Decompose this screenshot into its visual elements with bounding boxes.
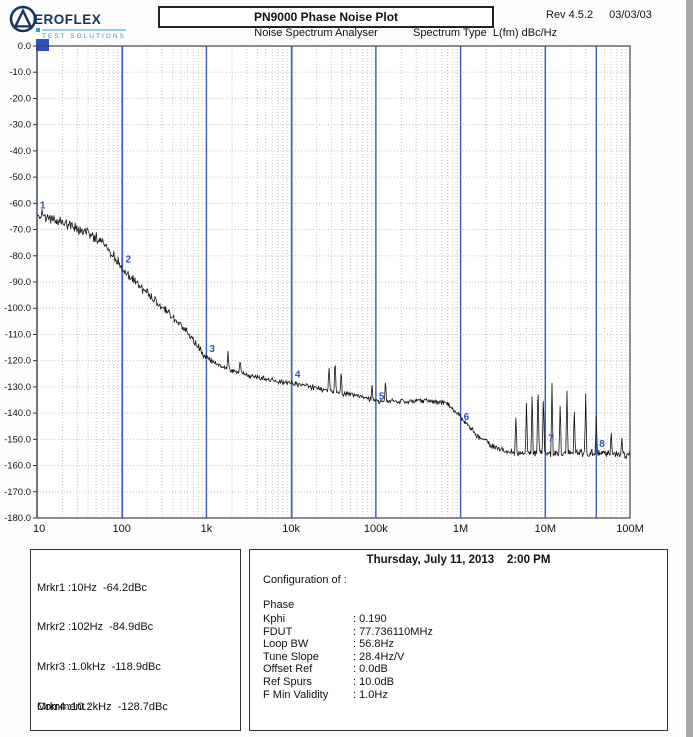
- logo-bullet: [36, 28, 40, 32]
- y-tick-label: -130.0: [4, 382, 31, 393]
- config-row-kphi: Kphi: 0.190: [263, 613, 387, 625]
- revision-date: 03/03/03: [609, 9, 652, 21]
- scan-edge-strip: [686, 0, 693, 737]
- x-tick-label: 1M: [453, 523, 468, 535]
- marker-number-label: 1: [40, 200, 46, 211]
- configuration-device: Phase: [263, 599, 295, 611]
- comment-label: Comment :: [37, 701, 91, 713]
- y-tick-label: -90.0: [9, 277, 31, 288]
- y-tick-label: -50.0: [9, 172, 31, 183]
- marker-number-label: 6: [464, 412, 470, 423]
- x-tick-label: 100: [113, 523, 131, 535]
- marker-ref-badge: [36, 39, 49, 51]
- y-tick-label: -160.0: [4, 461, 31, 472]
- revision-label: Rev 4.5.2: [546, 9, 594, 21]
- y-tick-label: 0.0: [18, 41, 31, 52]
- configuration-heading: Configuration of :: [263, 574, 347, 586]
- y-tick-label: -120.0: [4, 356, 31, 367]
- logo-triangle-inner: [17, 13, 29, 26]
- y-tick-label: -30.0: [9, 120, 31, 131]
- marker-number-label: 5: [379, 392, 385, 403]
- config-row-f-min-validity: F Min Validity: 1.0Hz: [263, 688, 388, 701]
- x-tick-label: 10M: [535, 523, 556, 535]
- marker-number-label: 4: [295, 369, 301, 380]
- logo-tagline: TEST SOLUTIONS: [42, 33, 126, 40]
- y-tick-label: -170.0: [4, 487, 31, 498]
- y-tick-label: -70.0: [9, 225, 31, 236]
- y-tick-label: -140.0: [4, 408, 31, 419]
- x-tick-label: 100M: [616, 523, 644, 535]
- config-row-tune-slope: Tune Slope: 28.4Hz/V: [263, 650, 405, 663]
- aeroflex-logo: EROFLEX TEST SOLUTIONS: [9, 5, 126, 40]
- marker-readout-2: Mrkr2 :102Hz -84.9dBc: [37, 621, 154, 634]
- phase-noise-chart: 0.0 -10.0 -20.0 -30.0 -40.0 -50.0 -60.0 -70.0 -8…: [4, 39, 644, 535]
- y-tick-label: -40.0: [9, 146, 31, 157]
- analyser-subtitle: Noise Spectrum Analyser: [254, 27, 378, 39]
- marker-readout-3: Mrkr3 :1.0kHz -118.9dBc: [37, 661, 161, 674]
- report-datetime: Thursday, July 11, 2013 2:00 PM: [366, 554, 551, 566]
- plot-border: [36, 45, 631, 519]
- configuration-panel: Thursday, July 11, 2013 2:00 PM Configur…: [249, 549, 668, 731]
- logo-wordmark: EROFLEX: [34, 12, 101, 27]
- config-row-ref-spurs: Ref Spurs: 10.0dB: [263, 675, 394, 688]
- y-tick-label: -110.0: [5, 329, 31, 340]
- logo-circle-icon: [9, 5, 37, 33]
- marker-number-label: 8: [599, 439, 605, 450]
- marker-number-label: 2: [125, 255, 131, 266]
- marker-readout-1: Mrkr1 :10Hz -64.2dBc: [37, 581, 148, 594]
- report-title: PN9000 Phase Noise Plot: [253, 10, 399, 24]
- marker-number-label: 7: [548, 434, 554, 445]
- y-tick-label: -80.0: [9, 251, 31, 262]
- config-row-loop-bw: Loop BW: 56.8Hz: [263, 638, 394, 651]
- x-tick-label: 100k: [364, 523, 388, 535]
- marker-list-panel: Mrkr1 :10Hz -64.2dBc Mrkr2 :102Hz -84.9d…: [30, 549, 241, 731]
- phase-noise-trace: [36, 209, 631, 460]
- config-row-offset-ref: Offset Ref: 0.0dB: [263, 663, 388, 676]
- y-tick-label: -20.0: [9, 93, 31, 104]
- report-title-box: PN9000 Phase Noise Plot: [158, 6, 494, 28]
- x-tick-label: 10: [33, 523, 45, 535]
- x-tick-label: 1k: [201, 523, 213, 535]
- y-tick-label: -180.0: [4, 513, 31, 524]
- revision-info: Rev 4.5.2 03/03/03: [546, 9, 652, 21]
- marker-readout-4: Mrkr4 :10.2kHz -128.7dBc: [37, 701, 168, 714]
- y-tick-label: -10.0: [9, 67, 31, 78]
- y-tick-label: -100.0: [4, 303, 31, 314]
- x-tick-label: 10k: [282, 523, 300, 535]
- spectrum-type-label: Spectrum Type L(fm) dBc/Hz: [413, 27, 558, 39]
- marker-number-label: 3: [209, 344, 215, 355]
- y-tick-label: -60.0: [9, 198, 31, 209]
- config-row-fdut: FDUT: 77.736110MHz: [263, 625, 433, 638]
- y-tick-label: -150.0: [4, 434, 31, 445]
